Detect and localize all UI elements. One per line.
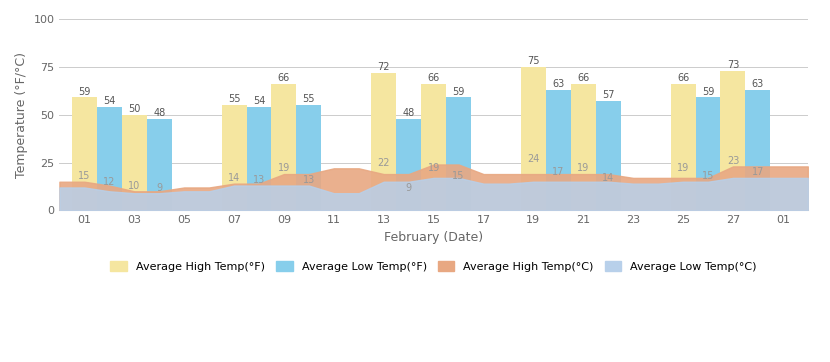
- Text: 19: 19: [677, 164, 689, 173]
- Text: 17: 17: [752, 167, 764, 177]
- Text: 66: 66: [427, 73, 440, 83]
- Text: 59: 59: [702, 87, 714, 97]
- Bar: [571, 84, 596, 210]
- Text: 54: 54: [103, 96, 115, 106]
- Bar: [122, 115, 147, 210]
- Bar: [696, 97, 720, 210]
- Bar: [296, 105, 321, 210]
- Text: 19: 19: [278, 164, 290, 173]
- Text: 10: 10: [128, 181, 140, 191]
- Text: 54: 54: [253, 96, 265, 106]
- Text: 13: 13: [253, 175, 265, 185]
- Bar: [745, 90, 770, 210]
- Text: 17: 17: [552, 167, 564, 177]
- Text: 24: 24: [527, 154, 540, 164]
- Bar: [521, 67, 546, 210]
- Text: 59: 59: [452, 87, 465, 97]
- Text: 19: 19: [577, 164, 589, 173]
- Bar: [147, 118, 172, 210]
- Text: 57: 57: [602, 90, 614, 100]
- X-axis label: February (Date): February (Date): [384, 231, 483, 244]
- Text: 66: 66: [577, 73, 589, 83]
- Bar: [446, 97, 471, 210]
- Text: 72: 72: [378, 62, 390, 72]
- Bar: [271, 84, 296, 210]
- Bar: [222, 105, 247, 210]
- Bar: [72, 97, 97, 210]
- Text: 48: 48: [153, 108, 165, 118]
- Text: 15: 15: [702, 171, 714, 181]
- Bar: [596, 101, 621, 210]
- Text: 75: 75: [527, 56, 540, 66]
- Text: 13: 13: [303, 175, 315, 185]
- Bar: [546, 90, 571, 210]
- Text: 12: 12: [103, 177, 115, 187]
- Bar: [247, 107, 271, 210]
- Text: 55: 55: [227, 94, 241, 104]
- Text: 22: 22: [378, 158, 390, 168]
- Text: 55: 55: [303, 94, 315, 104]
- Bar: [671, 84, 696, 210]
- Text: 15: 15: [452, 171, 465, 181]
- Bar: [97, 107, 122, 210]
- Text: 14: 14: [228, 173, 240, 183]
- Text: 15: 15: [78, 171, 90, 181]
- Bar: [720, 71, 745, 210]
- Legend: Average High Temp(°F), Average Low Temp(°F), Average High Temp(°C), Average Low : Average High Temp(°F), Average Low Temp(…: [105, 256, 763, 278]
- Text: 73: 73: [727, 60, 740, 70]
- Text: 9: 9: [406, 183, 412, 193]
- Text: 23: 23: [727, 156, 740, 166]
- Text: 59: 59: [78, 87, 90, 97]
- Bar: [396, 118, 421, 210]
- Text: 66: 66: [677, 73, 689, 83]
- Text: 19: 19: [427, 164, 440, 173]
- Text: 50: 50: [128, 104, 140, 114]
- Text: 63: 63: [752, 79, 764, 89]
- Text: 9: 9: [156, 183, 162, 193]
- Bar: [371, 73, 396, 210]
- Bar: [421, 84, 446, 210]
- Text: 63: 63: [552, 79, 564, 89]
- Text: 48: 48: [403, 108, 415, 118]
- Text: 14: 14: [602, 173, 614, 183]
- Text: 66: 66: [278, 73, 290, 83]
- Y-axis label: Temperature (°F/°C): Temperature (°F/°C): [15, 52, 28, 178]
